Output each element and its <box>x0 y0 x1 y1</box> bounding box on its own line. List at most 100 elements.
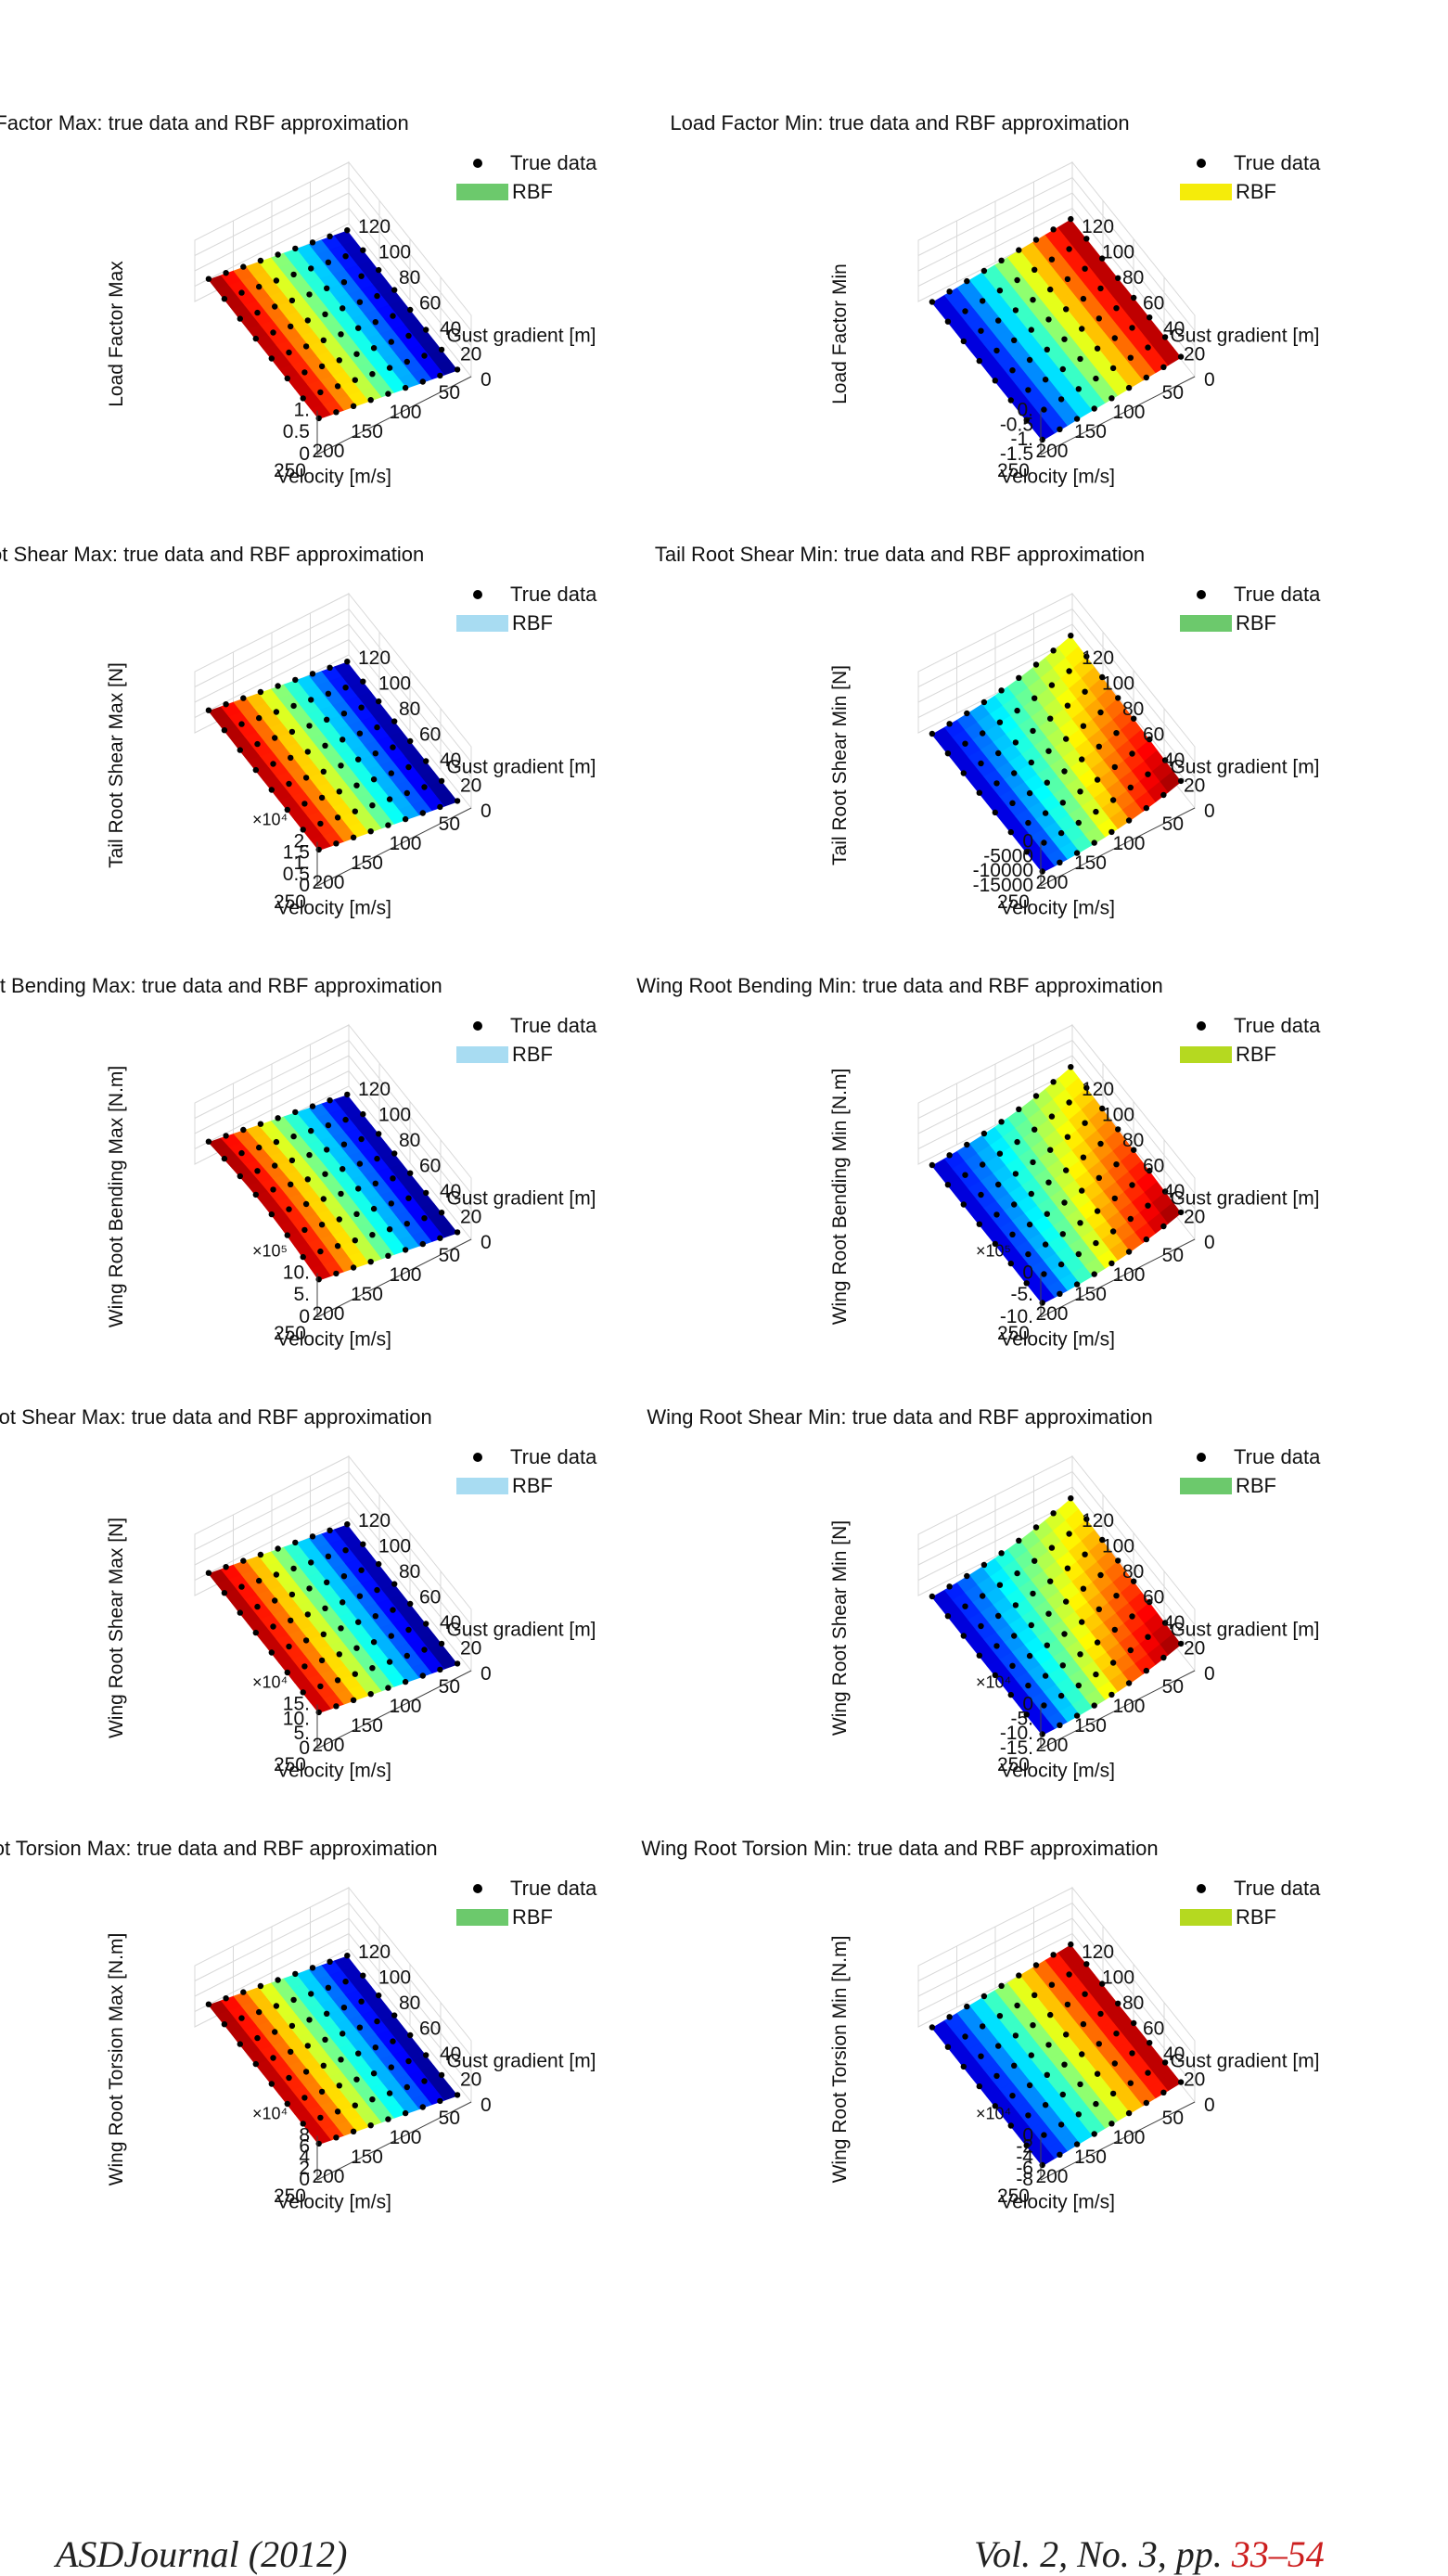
data-point <box>1082 265 1088 272</box>
data-point <box>238 1149 245 1157</box>
data-point <box>376 1992 382 1999</box>
x-axis-line <box>1040 1670 1196 1749</box>
data-point <box>944 318 952 325</box>
y-tick-label: 120 <box>1082 1510 1114 1532</box>
data-point <box>223 1995 229 2002</box>
data-point <box>292 1539 299 1546</box>
data-point <box>272 1162 278 1169</box>
footer-pages-link[interactable]: 33–54 <box>1231 2533 1325 2575</box>
data-point <box>288 2048 294 2056</box>
data-point <box>1125 384 1133 391</box>
data-point <box>237 2041 243 2047</box>
y-tick-label: 60 <box>1143 724 1164 746</box>
data-point <box>1042 810 1049 816</box>
data-point <box>320 2062 327 2069</box>
legend: True data RBF <box>456 1014 597 1066</box>
data-point <box>421 1647 428 1653</box>
data-point <box>322 1171 328 1177</box>
data-point <box>309 1103 316 1109</box>
data-point <box>273 709 280 715</box>
data-point <box>1061 1631 1068 1637</box>
legend-true-data-label: True data <box>1234 151 1321 174</box>
x-tick-label: 50 <box>1162 814 1184 835</box>
y-tick-label: 80 <box>399 1130 420 1151</box>
data-point <box>404 789 410 797</box>
data-point <box>268 787 275 793</box>
data-point <box>980 1130 988 1137</box>
x-axis-line <box>316 376 472 455</box>
data-point <box>256 1577 263 1584</box>
data-point <box>1026 356 1033 364</box>
side-pane <box>348 1886 472 2104</box>
z-exponent-label: ×10⁴ <box>252 2104 288 2122</box>
data-point <box>1014 1138 1020 1146</box>
data-point <box>308 1991 314 1997</box>
data-point <box>350 834 357 840</box>
legend-true-data-marker <box>1197 1453 1206 1462</box>
data-point <box>1057 2151 1063 2158</box>
data-point <box>962 308 968 314</box>
data-point <box>1041 1271 1047 1277</box>
side-pane <box>348 592 472 810</box>
data-point <box>309 1533 316 1540</box>
data-point <box>1093 1239 1099 1247</box>
data-point <box>1009 367 1016 374</box>
data-point <box>1045 1610 1052 1617</box>
data-point <box>423 1621 429 1627</box>
data-point <box>438 1640 445 1647</box>
y-tick-label: 100 <box>378 1967 411 1989</box>
data-point <box>944 1613 952 1620</box>
chart-title: Load Factor Max: true data and RBF appro… <box>0 111 409 135</box>
data-point <box>1079 1619 1085 1625</box>
data-point <box>1145 1202 1151 1209</box>
data-point <box>340 1166 346 1173</box>
chart-panel: Wing Root Shear Min: true data and RBF a… <box>647 1405 1321 1782</box>
data-point <box>1028 327 1034 333</box>
data-point <box>388 770 394 776</box>
data-point <box>1009 2093 1016 2099</box>
chart-panel: Load Factor Min: true data and RBF appro… <box>670 111 1321 488</box>
data-point <box>402 2109 409 2117</box>
x-tick-label: 150 <box>351 1715 383 1737</box>
data-point <box>338 763 344 769</box>
data-point <box>367 1259 374 1265</box>
data-point <box>998 1982 1005 1989</box>
data-point <box>324 716 330 723</box>
y-tick-label: 60 <box>419 293 441 314</box>
y-tick-label: 40 <box>440 1612 461 1634</box>
data-point <box>221 1590 228 1596</box>
data-point <box>338 1625 344 1632</box>
data-point <box>1048 1544 1056 1551</box>
data-point <box>1111 2060 1118 2067</box>
data-point <box>315 846 322 853</box>
data-point <box>338 331 344 338</box>
data-point <box>1127 354 1134 361</box>
x-tick-label: 200 <box>1035 872 1068 893</box>
z-exponent-label: ×10⁴ <box>976 1672 1011 1691</box>
y-tick-label: 40 <box>440 1181 461 1202</box>
z-tick-label: 0 <box>1022 830 1033 852</box>
data-point <box>350 1264 357 1271</box>
x-tick-label: 250 <box>997 891 1030 913</box>
data-point <box>355 756 362 763</box>
data-point <box>992 378 998 384</box>
data-point <box>1063 1598 1070 1605</box>
data-point <box>1047 715 1054 722</box>
data-point <box>1059 1231 1066 1237</box>
data-point <box>978 2053 984 2059</box>
data-point <box>1099 1536 1106 1544</box>
y-tick-label: 100 <box>378 673 411 695</box>
y-tick-label: 20 <box>1184 1638 1205 1660</box>
data-point <box>404 1652 410 1660</box>
data-point <box>273 277 280 284</box>
x-tick-label: 200 <box>312 441 344 462</box>
data-point <box>317 389 324 396</box>
data-point <box>292 245 299 252</box>
legend-rbf-swatch <box>1180 184 1232 200</box>
grid-line <box>917 192 1196 347</box>
data-point <box>1050 647 1057 654</box>
data-point <box>338 1190 344 1198</box>
data-point <box>993 1643 1000 1649</box>
data-point <box>992 2103 998 2109</box>
z-tick-label: -8 <box>1016 2169 1033 2190</box>
